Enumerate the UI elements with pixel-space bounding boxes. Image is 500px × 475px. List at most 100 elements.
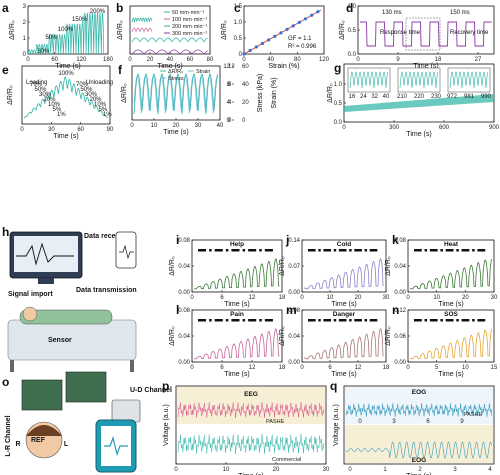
y-axis-label: ΔR/R₀ [169,256,176,276]
patient-body [19,309,113,325]
data-point [303,17,308,21]
x-axis-label: Time (s) [163,129,188,136]
patient-head [22,306,38,322]
x-tick-label: 6 [220,295,224,301]
x-tick-label: 18 [435,57,442,63]
morse-mark [237,319,240,322]
x-tick-label: 10 [151,123,158,129]
morse-mark [364,319,368,322]
y-axis-label: Strain (%) [271,77,278,108]
y-axis-label: ΔR/R₀ [279,326,286,346]
morse-mark [456,249,459,252]
morse-mark [354,319,361,322]
morse-mark [344,319,347,322]
morse-mark [472,319,475,322]
panel-letter: d [346,1,353,15]
x-axis-label: Time (s) [413,63,438,70]
x-tick-label: 4 [488,467,492,473]
x-tick-label: 0 [406,365,410,371]
morse-mark [270,319,273,322]
morse-mark [198,249,204,252]
morse-mark [369,319,376,322]
morse-mark [466,319,470,322]
annotation-e: 100% [58,71,74,77]
x-tick-label: 12 [355,365,362,371]
morse-mark [253,319,257,322]
bed-leg [10,360,14,372]
x-tick-label: 0 [190,295,194,301]
morse-mark [451,249,454,252]
x-tick-label: 2 [418,467,422,473]
x-tick-label: 0 [20,127,24,133]
panel-letter: m [286,303,297,317]
x-tick-label: 9 [460,419,464,425]
x-tick-label: 20 [462,295,469,301]
panel-letter: p [162,379,169,393]
series-line-m [303,327,384,360]
morse-mark [231,319,238,322]
inset-tick-label: 220 [414,94,425,100]
legend-entry: 100 mm·min⁻¹ [172,17,207,23]
circuit-board-icon [21,379,63,411]
legend-entry: ΔR/R₀ [168,69,183,75]
morse-mark [369,249,376,252]
annotation-d: 150 ms [450,10,470,16]
morse-mark [225,249,229,252]
x-tick-label: 3 [453,467,457,473]
panel-letter: k [392,233,399,247]
morse-mark [253,249,257,252]
x-tick-label: 300 [389,125,400,131]
morse-mark [214,249,221,252]
label-signal-import: Signal import [8,291,53,298]
series-line-q1 [345,403,493,417]
series-line-a [27,12,105,55]
data-point [285,27,289,31]
x-tick-label: 3 [392,419,396,425]
y-tick-label: 0.5 [234,36,243,42]
morse-mark [482,249,486,252]
series-line-f [133,73,219,115]
y-axis-label: ΔR/R₀ [169,326,176,346]
morse-mark [264,319,271,322]
morse-mark [359,319,362,322]
morse-mark [477,249,484,252]
series-line-b [131,27,153,34]
panel-letter: g [334,61,341,75]
annotation-e: 1% [57,112,66,118]
morse-mark [237,249,240,252]
plot-title: SOS [444,311,458,318]
x-axis-label: Time (s) [438,371,463,378]
morse-mark [242,249,246,252]
legend-entry: Commercial [272,457,301,463]
y-axis-label: ΔR/R₀ [385,326,392,346]
morse-mark [466,249,470,252]
panel-letter: q [330,379,337,393]
y-tick-label: 1 [23,36,27,42]
data-point [254,45,258,49]
label-l: L [64,441,69,448]
x-axis-label: Time (s) [157,63,182,70]
data-point [316,10,320,14]
x-tick-label: 120 [76,57,87,63]
x-tick-label: 20 [173,123,180,129]
morse-mark [313,319,316,322]
x-axis-label: Time (s) [53,133,78,140]
series-line-e [23,76,108,119]
panel-letter: n [392,303,399,317]
x-axis-label: Time (s) [331,301,356,308]
bed-icon [7,319,137,361]
y-tick-label: 0.5 [334,101,343,107]
morse-mark [472,249,475,252]
morse-mark [424,319,428,322]
series-line-b [131,17,153,23]
panel-letter: j [285,233,289,247]
panel-letter: c [234,1,241,15]
y-tick-label: 1.0 [334,82,343,88]
morse-mark [248,249,255,252]
plot-title: EEG [244,391,258,398]
x-axis-label: Time (s) [331,371,356,378]
x-tick-label: 30 [491,295,498,301]
eeg-band [177,387,325,424]
annotation-unloading: Unloading [86,80,113,86]
y-tick-label: 1.0 [234,20,243,26]
